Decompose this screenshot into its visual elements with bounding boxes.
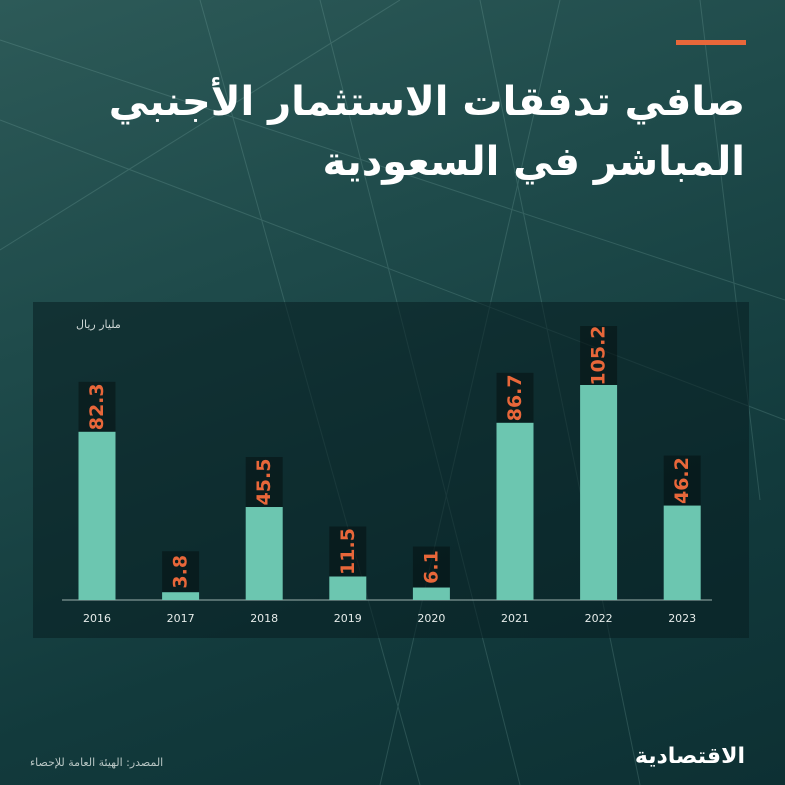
title-line-2: المباشر في السعودية bbox=[322, 139, 745, 185]
data-label-2016: 82.3 bbox=[86, 383, 108, 430]
bar-2017 bbox=[162, 592, 200, 600]
publisher-logo: الاقتصادية bbox=[634, 744, 745, 769]
x-tick-label-2017: 2017 bbox=[167, 612, 195, 625]
source-note: المصدر: الهيئة العامة للإحصاء bbox=[30, 756, 164, 769]
x-tick-label-2016: 2016 bbox=[83, 612, 111, 625]
bar-2021 bbox=[496, 422, 534, 600]
x-tick-label-2023: 2023 bbox=[668, 612, 696, 625]
bar-2019 bbox=[329, 576, 367, 600]
data-label-2022: 105.2 bbox=[588, 325, 610, 385]
data-label-background bbox=[580, 326, 618, 385]
chart-title: صافي تدفقات الاستثمار الأجنبي المباشر في… bbox=[105, 72, 745, 192]
title-line-1: صافي تدفقات الاستثمار الأجنبي bbox=[108, 79, 745, 125]
chart-panel bbox=[33, 302, 749, 638]
data-label-background bbox=[412, 546, 450, 588]
accent-bar bbox=[676, 40, 746, 45]
x-tick-label-2019: 2019 bbox=[334, 612, 362, 625]
data-label-2020: 6.1 bbox=[420, 550, 442, 584]
bar-2018 bbox=[245, 507, 283, 600]
x-tick-label-2018: 2018 bbox=[250, 612, 278, 625]
bar-2022 bbox=[580, 385, 618, 600]
data-label-background bbox=[245, 457, 283, 508]
data-label-background bbox=[496, 372, 534, 423]
y-axis-unit-label: مليار ريال bbox=[76, 318, 121, 331]
data-label-2021: 86.7 bbox=[504, 374, 526, 421]
data-label-2018: 45.5 bbox=[253, 459, 275, 506]
data-label-background bbox=[162, 551, 200, 593]
x-tick-label-2020: 2020 bbox=[417, 612, 445, 625]
data-label-2017: 3.8 bbox=[170, 555, 192, 589]
data-label-background bbox=[663, 455, 701, 506]
data-label-background bbox=[78, 381, 116, 432]
bar-2020 bbox=[412, 587, 450, 600]
data-label-background bbox=[329, 526, 367, 577]
x-tick-label-2021: 2021 bbox=[501, 612, 529, 625]
bar-2023 bbox=[663, 505, 701, 600]
data-label-2023: 46.2 bbox=[671, 457, 693, 504]
data-label-2019: 11.5 bbox=[337, 528, 359, 575]
x-tick-label-2022: 2022 bbox=[585, 612, 613, 625]
bar-2016 bbox=[78, 431, 116, 600]
